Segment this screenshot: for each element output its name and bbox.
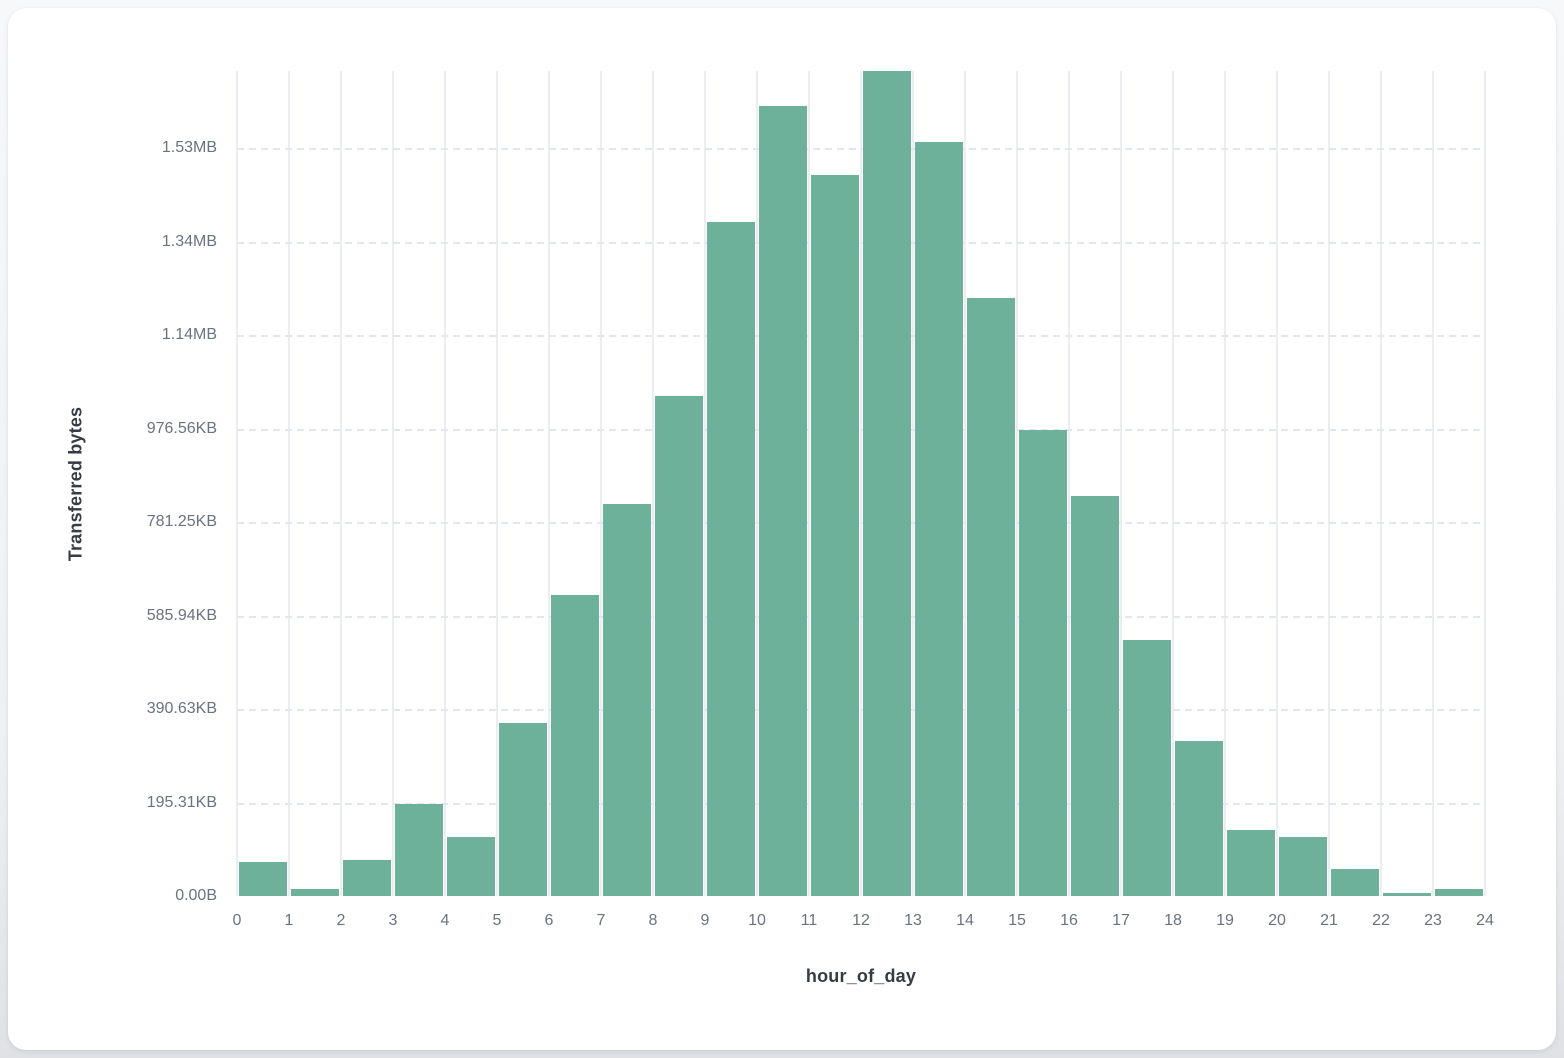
vertical-gridline [1484, 71, 1486, 896]
vertical-gridline [444, 71, 446, 896]
x-tick-label-12: 12 [852, 912, 870, 929]
bar-hour-4[interactable] [447, 837, 495, 896]
vertical-gridline [600, 71, 602, 896]
x-tick-label-5: 5 [492, 912, 502, 929]
vertical-gridline [1224, 71, 1226, 896]
x-tick-label-7: 7 [596, 912, 606, 929]
bar-hour-22[interactable] [1383, 893, 1431, 896]
vertical-gridline [340, 71, 342, 896]
bar-hour-2[interactable] [343, 860, 391, 896]
x-tick-label-22: 22 [1372, 912, 1390, 929]
vertical-gridline [392, 71, 394, 896]
x-tick-label-14: 14 [956, 912, 974, 929]
bar-hour-19[interactable] [1227, 830, 1275, 896]
x-axis-title: hour_of_day [805, 966, 917, 986]
vertical-gridline [1432, 71, 1434, 896]
bar-hour-10[interactable] [759, 106, 807, 896]
x-tick-label-20: 20 [1268, 912, 1286, 929]
y-tick-label: 195.31KB [146, 793, 217, 811]
y-tick-label: 1.34MB [161, 232, 217, 250]
plot-area: hour_of_day 0 1 2 3 4 5 6 7 8 9 10 11 12 13 14 15 16 17 18… [147, 71, 1494, 986]
x-tick-label-16: 16 [1060, 912, 1078, 929]
x-tick-label-15: 15 [1008, 912, 1026, 929]
x-tick-label-2: 2 [336, 912, 346, 929]
bar-hour-11[interactable] [811, 175, 859, 896]
x-tick-label-23: 23 [1424, 912, 1442, 929]
x-tick-label-17: 17 [1112, 912, 1130, 929]
y-axis-title: Transferred bytes [65, 406, 86, 562]
x-tick-label-10: 10 [748, 912, 766, 929]
x-tick-label-24: 24 [1476, 912, 1494, 929]
x-tick-label-21: 21 [1320, 912, 1338, 929]
bar-hour-5[interactable] [499, 723, 547, 896]
x-tick-label-3: 3 [388, 912, 398, 929]
bar-hour-23[interactable] [1435, 889, 1483, 896]
vertical-gridline [860, 71, 862, 896]
bar-hour-8[interactable] [655, 396, 703, 896]
horizontal-gridline [237, 335, 1485, 338]
vertical-gridline [964, 71, 966, 896]
x-tick-label-1: 1 [284, 912, 294, 929]
horizontal-gridline [237, 148, 1485, 151]
vertical-gridline [236, 71, 238, 896]
y-tick-label: 781.25KB [146, 513, 217, 531]
bar-hour-6[interactable] [551, 595, 599, 896]
x-tick-label-9: 9 [700, 912, 710, 929]
horizontal-gridline [237, 428, 1485, 431]
vertical-gridline [496, 71, 498, 896]
vertical-gridline [288, 71, 290, 896]
bar-hour-21[interactable] [1331, 869, 1379, 896]
vertical-gridline [756, 71, 758, 896]
bar-hour-3[interactable] [395, 804, 443, 896]
x-tick-label-11: 11 [800, 912, 818, 929]
bar-hour-15[interactable] [1019, 430, 1067, 896]
bar-hour-12[interactable] [863, 71, 911, 896]
y-tick-label: 585.94KB [146, 606, 217, 624]
x-tick-label-19: 19 [1216, 912, 1234, 929]
vertical-gridline [1016, 71, 1018, 896]
bar-hour-18[interactable] [1175, 741, 1223, 896]
bar-hour-13[interactable] [915, 142, 963, 896]
y-tick-label: 0.00B [175, 887, 217, 904]
horizontal-gridline [237, 709, 1485, 712]
horizontal-gridline [237, 522, 1485, 525]
horizontal-gridline [237, 802, 1485, 805]
y-tick-label: 976.56KB [146, 419, 217, 437]
vertical-gridline [808, 71, 810, 896]
y-tick-label: 1.53MB [161, 139, 217, 157]
bar-hour-20[interactable] [1279, 837, 1327, 896]
horizontal-gridline [237, 615, 1485, 618]
vertical-gridline [652, 71, 654, 896]
bar-hour-7[interactable] [603, 504, 651, 896]
vertical-gridline [1172, 71, 1174, 896]
y-tick-label: 390.63KB [146, 700, 217, 718]
x-tick-label-18: 18 [1164, 912, 1182, 929]
vertical-gridline [1328, 71, 1330, 896]
x-tick-label-0: 0 [232, 912, 242, 929]
horizontal-gridline [237, 241, 1485, 244]
bar-hour-9[interactable] [707, 222, 755, 896]
x-tick-label-6: 6 [544, 912, 554, 929]
bar-hour-1[interactable] [291, 889, 339, 896]
vertical-gridline [704, 71, 706, 896]
bar-hour-17[interactable] [1123, 640, 1171, 896]
x-tick-label-8: 8 [648, 912, 658, 929]
bar-hour-16[interactable] [1071, 496, 1119, 896]
vertical-gridline [1120, 71, 1122, 896]
x-tick-label-13: 13 [904, 912, 922, 929]
vertical-gridline [912, 71, 914, 896]
x-tick-label-4: 4 [440, 912, 450, 929]
vertical-gridline [1068, 71, 1070, 896]
bar-hour-14[interactable] [967, 298, 1015, 896]
vertical-gridline [548, 71, 550, 896]
bar-hour-0[interactable] [239, 862, 287, 896]
y-tick-label: 1.14MB [161, 326, 217, 344]
vertical-gridline [1380, 71, 1382, 896]
vertical-gridline [1276, 71, 1278, 896]
